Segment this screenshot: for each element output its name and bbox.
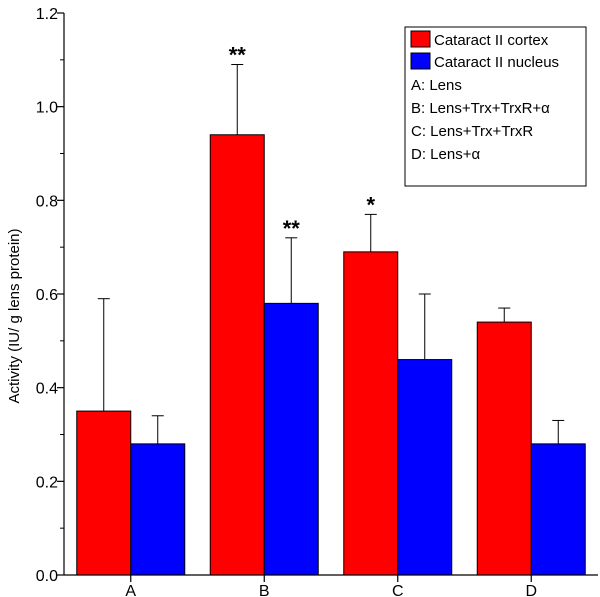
legend-label-nucleus: Cataract II nucleus xyxy=(434,54,559,71)
y-ticks: 0.0 0.2 0.4 0.6 0.8 1.0 1.2 xyxy=(36,6,64,585)
x-ticks: A B C D xyxy=(125,575,537,597)
bar xyxy=(76,410,132,576)
bar xyxy=(343,251,399,576)
error-bars-layer xyxy=(97,64,565,444)
significance-marker: * xyxy=(366,192,375,217)
y-tick-label: 0.6 xyxy=(36,287,58,304)
significance-marker: ** xyxy=(283,216,301,241)
bar xyxy=(209,134,265,576)
legend-swatch-cortex xyxy=(410,30,431,48)
x-tick-label: B xyxy=(259,583,270,597)
legend-box xyxy=(404,26,587,187)
y-tick-label: 0.2 xyxy=(36,474,58,491)
legend-swatch-nucleus xyxy=(410,52,431,70)
x-tick-label: A xyxy=(125,583,136,597)
bar xyxy=(530,443,586,576)
legend-note-b: B: Lens+Trx+TrxR+α xyxy=(411,100,550,117)
bar xyxy=(263,302,319,576)
y-tick-label: 1.0 xyxy=(36,100,58,117)
y-tick-label: 1.2 xyxy=(36,6,58,23)
y-axis-label: Activity (IU/ g lens protein) xyxy=(6,228,23,403)
legend-note-d: D: Lens+α xyxy=(411,146,480,163)
significance-layer: ***** xyxy=(229,43,376,241)
bar xyxy=(476,321,532,576)
legend-note-a: A: Lens xyxy=(411,77,462,94)
legend: Cataract II cortex Cataract II nucleus A… xyxy=(404,26,587,187)
legend-label-cortex: Cataract II cortex xyxy=(434,32,549,49)
bars-layer xyxy=(76,134,586,576)
significance-marker: ** xyxy=(229,43,247,68)
legend-note-c: C: Lens+Trx+TrxR xyxy=(411,123,533,140)
bar xyxy=(397,359,453,576)
y-tick-label: 0.4 xyxy=(36,381,58,398)
x-tick-label: D xyxy=(525,583,537,597)
y-tick-label: 0.8 xyxy=(36,193,58,210)
bar xyxy=(130,443,186,576)
x-tick-label: C xyxy=(392,583,404,597)
y-tick-label: 0.0 xyxy=(36,568,58,585)
